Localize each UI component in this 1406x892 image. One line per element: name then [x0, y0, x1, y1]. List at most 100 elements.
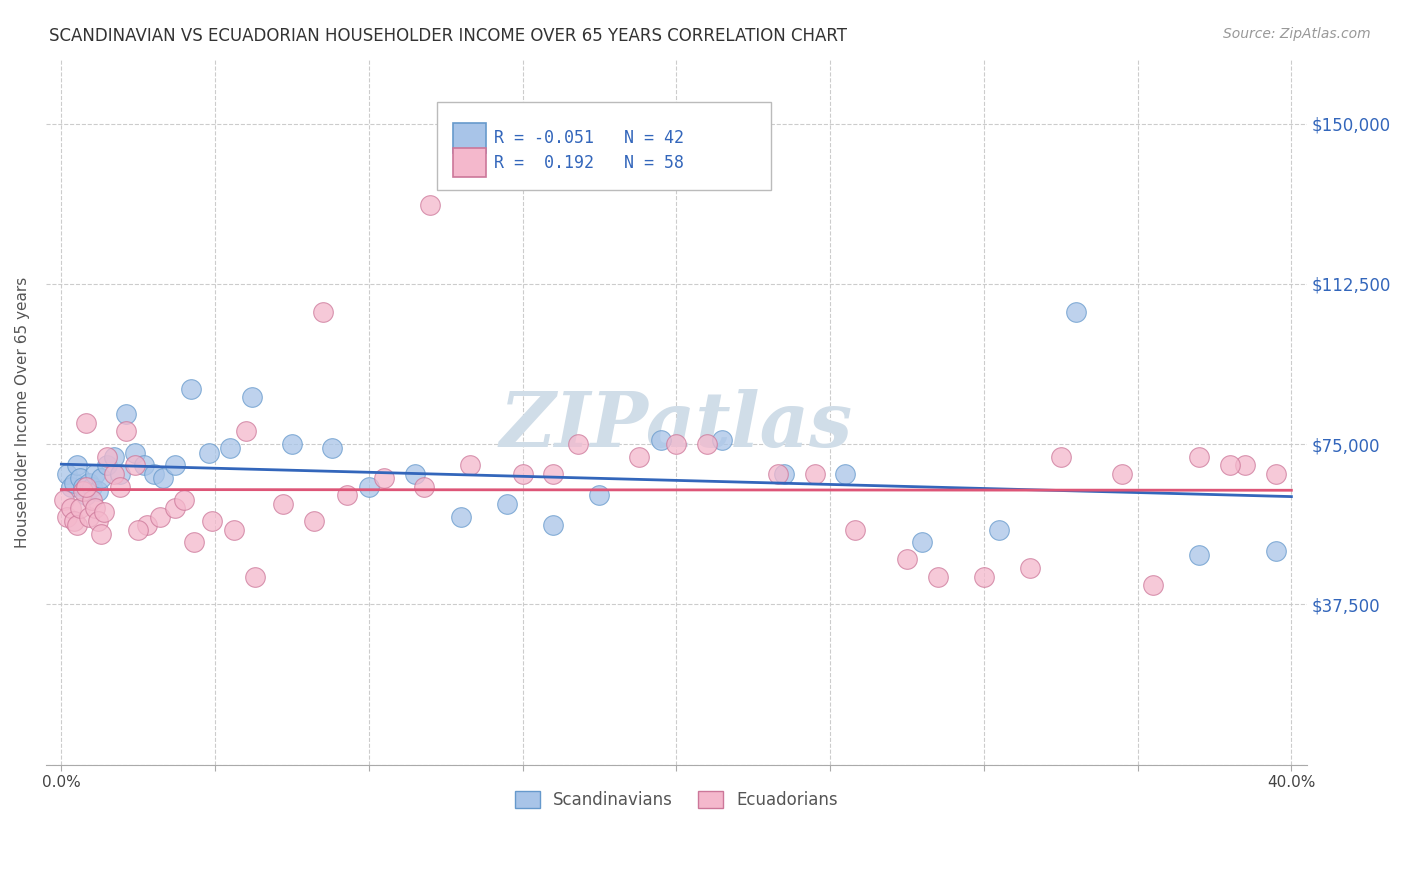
Point	[336, 488, 359, 502]
Text: ZIPatlas: ZIPatlas	[499, 389, 853, 463]
Point	[419, 198, 441, 212]
Text: Source: ZipAtlas.com: Source: ZipAtlas.com	[1223, 27, 1371, 41]
Point	[77, 509, 100, 524]
Point	[96, 458, 118, 473]
Point	[69, 471, 91, 485]
Point	[66, 518, 89, 533]
Point	[165, 458, 187, 473]
Point	[90, 471, 112, 485]
Point	[173, 492, 195, 507]
Point	[357, 480, 380, 494]
Point	[496, 497, 519, 511]
Point	[136, 518, 159, 533]
Point	[1019, 561, 1042, 575]
Point	[460, 458, 482, 473]
Point	[124, 458, 146, 473]
Point	[115, 424, 138, 438]
Point	[103, 467, 125, 481]
Point	[90, 526, 112, 541]
Point	[1142, 578, 1164, 592]
Point	[1188, 450, 1211, 464]
Point	[66, 458, 89, 473]
Point	[108, 467, 131, 481]
Point	[628, 450, 651, 464]
Point	[124, 445, 146, 459]
Point	[373, 471, 395, 485]
Point	[115, 407, 138, 421]
Point	[650, 433, 672, 447]
Text: R =  0.192   N = 58: R = 0.192 N = 58	[494, 153, 683, 171]
Point	[222, 523, 245, 537]
Point	[450, 509, 472, 524]
Point	[711, 433, 734, 447]
Point	[127, 523, 149, 537]
Point	[59, 480, 82, 494]
Point	[235, 424, 257, 438]
Point	[149, 509, 172, 524]
Point	[82, 480, 104, 494]
Point	[1234, 458, 1257, 473]
Point	[766, 467, 789, 481]
Point	[1188, 548, 1211, 562]
Point	[198, 445, 221, 459]
FancyBboxPatch shape	[437, 102, 770, 190]
Point	[59, 501, 82, 516]
Point	[142, 467, 165, 481]
Point	[103, 450, 125, 464]
Point	[911, 535, 934, 549]
Point	[108, 480, 131, 494]
Point	[240, 390, 263, 404]
Point	[201, 514, 224, 528]
Point	[302, 514, 325, 528]
Point	[134, 458, 156, 473]
Point	[1049, 450, 1071, 464]
Point	[1219, 458, 1241, 473]
Point	[773, 467, 796, 481]
Point	[896, 552, 918, 566]
Point	[543, 467, 565, 481]
Point	[62, 514, 84, 528]
Point	[834, 467, 856, 481]
Text: SCANDINAVIAN VS ECUADORIAN HOUSEHOLDER INCOME OVER 65 YEARS CORRELATION CHART: SCANDINAVIAN VS ECUADORIAN HOUSEHOLDER I…	[49, 27, 848, 45]
Point	[56, 509, 79, 524]
Point	[152, 471, 174, 485]
Legend: Scandinavians, Ecuadorians: Scandinavians, Ecuadorians	[508, 785, 845, 816]
Point	[1064, 304, 1087, 318]
Point	[75, 416, 97, 430]
Point	[413, 480, 436, 494]
Point	[183, 535, 205, 549]
Point	[72, 484, 94, 499]
Point	[321, 442, 343, 456]
Point	[75, 488, 97, 502]
Point	[243, 569, 266, 583]
Point	[567, 437, 589, 451]
Point	[53, 492, 76, 507]
Point	[665, 437, 688, 451]
Point	[973, 569, 995, 583]
Point	[281, 437, 304, 451]
FancyBboxPatch shape	[453, 148, 486, 178]
Point	[927, 569, 949, 583]
Point	[75, 480, 97, 494]
Point	[988, 523, 1011, 537]
Point	[84, 467, 107, 481]
Point	[87, 514, 110, 528]
FancyBboxPatch shape	[453, 123, 486, 153]
Point	[62, 475, 84, 490]
Point	[96, 450, 118, 464]
Point	[87, 484, 110, 499]
Point	[1111, 467, 1133, 481]
Y-axis label: Householder Income Over 65 years: Householder Income Over 65 years	[15, 277, 30, 548]
Point	[696, 437, 718, 451]
Point	[312, 304, 335, 318]
Text: R = -0.051   N = 42: R = -0.051 N = 42	[494, 128, 683, 147]
Point	[69, 501, 91, 516]
Point	[588, 488, 610, 502]
Point	[543, 518, 565, 533]
Point	[1265, 467, 1288, 481]
Point	[271, 497, 294, 511]
Point	[82, 492, 104, 507]
Point	[803, 467, 825, 481]
Point	[179, 382, 201, 396]
Point	[84, 501, 107, 516]
